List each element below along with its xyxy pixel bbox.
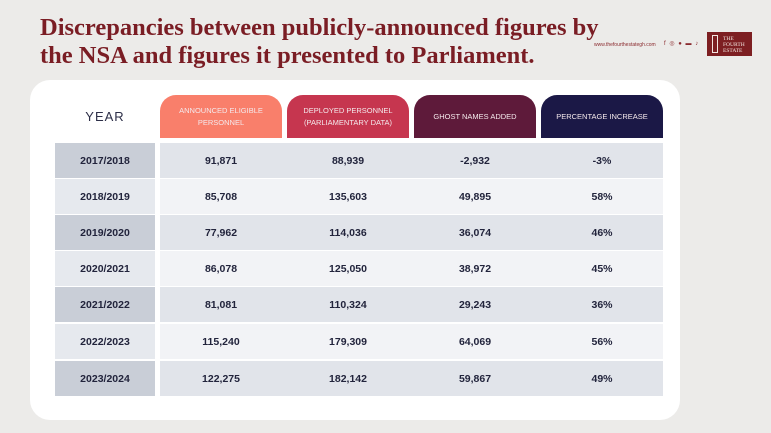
cell-ghost: 59,867 — [458, 372, 492, 385]
table-row: 2020/2021 86,078 125,050 38,972 45% — [55, 251, 663, 286]
cell-ghost: 38,972 — [458, 262, 492, 275]
cell-announced: 122,275 — [202, 372, 240, 385]
tower-icon — [712, 35, 718, 53]
cell-year: 2019/2020 — [55, 215, 155, 250]
table-row: 2023/2024 122,275 182,142 59,867 49% — [55, 361, 663, 396]
cell-announced: 86,078 — [204, 262, 238, 275]
cell-ghost: 49,895 — [458, 190, 492, 203]
cell-deployed: 125,050 — [329, 262, 367, 275]
cell-percent: 46% — [591, 226, 613, 239]
website-link[interactable]: www.thefourthestategh.com — [594, 42, 656, 48]
cell-year: 2020/2021 — [55, 251, 155, 286]
cell-deployed: 114,036 — [329, 226, 367, 239]
cell-ghost: 36,074 — [458, 226, 492, 239]
cell-deployed: 179,309 — [329, 335, 367, 348]
cell-year: 2023/2024 — [55, 361, 155, 396]
cell-announced: 115,240 — [202, 335, 240, 348]
cell-percent: 56% — [591, 335, 613, 348]
row-data-band: 81,081 110,324 29,243 36% — [160, 287, 663, 322]
row-data-band: 115,240 179,309 64,069 56% — [160, 324, 663, 359]
cell-percent: 49% — [591, 372, 613, 385]
table-row: 2017/2018 91,871 88,939 -2,932 -3% — [55, 143, 663, 178]
cell-deployed: 110,324 — [329, 298, 367, 311]
cell-deployed: 88,939 — [331, 154, 365, 167]
row-data-band: 85,708 135,603 49,895 58% — [160, 179, 663, 214]
cell-ghost: -2,932 — [460, 154, 490, 167]
cell-percent: -3% — [592, 154, 612, 167]
header-announced: ANNOUNCED ELIGIBLE PERSONNEL — [160, 95, 282, 138]
cell-percent: 58% — [591, 190, 613, 203]
table-row: 2022/2023 115,240 179,309 64,069 56% — [55, 324, 663, 359]
cell-announced: 81,081 — [204, 298, 238, 311]
table-row: 2018/2019 85,708 135,603 49,895 58% — [55, 179, 663, 214]
row-data-band: 77,962 114,036 36,074 46% — [160, 215, 663, 250]
cell-year: 2018/2019 — [55, 179, 155, 214]
cell-deployed: 135,603 — [329, 190, 367, 203]
logo: THE FOURTH ESTATE — [707, 32, 752, 56]
row-data-band: 91,871 88,939 -2,932 -3% — [160, 143, 663, 178]
cell-year: 2021/2022 — [55, 287, 155, 322]
cell-percent: 36% — [591, 298, 613, 311]
cell-announced: 91,871 — [204, 154, 238, 167]
header-ghost: GHOST NAMES ADDED — [414, 95, 536, 138]
header-deployed: DEPLOYED PERSONNEL (PARLIAMENTARY DATA) — [287, 95, 409, 138]
header-percent: PERCENTAGE INCREASE — [541, 95, 663, 138]
cell-announced: 85,708 — [204, 190, 238, 203]
row-data-band: 122,275 182,142 59,867 49% — [160, 361, 663, 396]
cell-year: 2022/2023 — [55, 324, 155, 359]
table-row: 2021/2022 81,081 110,324 29,243 36% — [55, 287, 663, 322]
cell-year: 2017/2018 — [55, 143, 155, 178]
cell-ghost: 64,069 — [458, 335, 492, 348]
cell-announced: 77,962 — [204, 226, 238, 239]
social-icons: f ◎ ● ▬ ♪ — [664, 41, 700, 47]
table-row: 2019/2020 77,962 114,036 36,074 46% — [55, 215, 663, 250]
cell-ghost: 29,243 — [458, 298, 492, 311]
cell-deployed: 182,142 — [329, 372, 367, 385]
header-year: YEAR — [85, 108, 125, 124]
cell-percent: 45% — [591, 262, 613, 275]
row-data-band: 86,078 125,050 38,972 45% — [160, 251, 663, 286]
page-title: Discrepancies between publicly-announced… — [40, 14, 599, 69]
